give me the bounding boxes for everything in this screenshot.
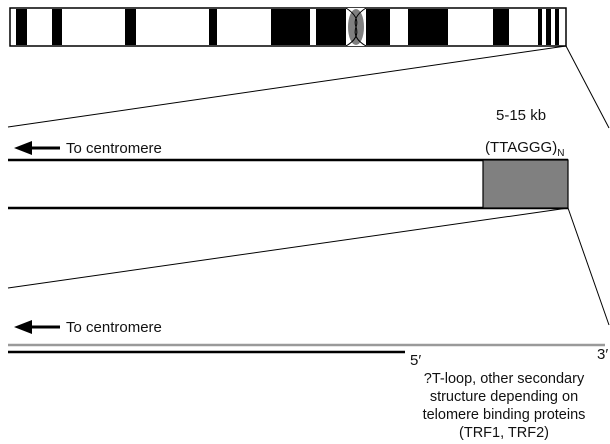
to-centromere-label-bottom: To centromere: [66, 319, 162, 336]
repeat-sequence: (TTAGGG): [485, 139, 558, 156]
three-prime-label: 3′: [597, 346, 609, 363]
chromosome-band: [16, 9, 27, 45]
chromosome-band: [538, 9, 542, 45]
ttaggg-repeat-block: [482, 159, 569, 209]
chromosome-band: [125, 9, 136, 45]
chromosome-band: [209, 9, 217, 45]
chromosome-band: [408, 9, 448, 45]
caption-line: structure depending on: [429, 389, 579, 405]
zoom-line: [7, 207, 569, 289]
arrow-head-icon: [14, 320, 32, 334]
arrow-head-icon: [14, 141, 32, 155]
chromosome-ideogram: [9, 7, 567, 47]
zoom-line: [567, 207, 610, 326]
zoom-line: [565, 45, 610, 129]
repeat-subscript: N: [557, 148, 565, 159]
chromosome-end-panel: [8, 141, 569, 210]
chromosome-band: [271, 9, 310, 45]
telomere-end-panel: [8, 320, 605, 354]
chromosome-band: [52, 9, 62, 45]
size-label: 5-15 kb: [496, 107, 547, 124]
t-loop-caption: ?T-loop, other secondary structure depen…: [398, 370, 610, 442]
chromosome-band: [555, 9, 559, 45]
chromosome-band: [366, 9, 390, 45]
to-centromere-label-top: To centromere: [66, 140, 162, 157]
chromosome-band: [493, 9, 509, 45]
caption-line: (TRF1, TRF2): [459, 425, 549, 441]
five-prime-label: 5′: [410, 352, 422, 369]
repeat-label: (TTAGGG)N: [485, 139, 564, 162]
caption-line: telomere binding proteins: [422, 407, 586, 423]
zoom-line: [7, 45, 567, 128]
chromosome-band: [316, 9, 346, 45]
chromosome-band: [546, 9, 551, 45]
caption-line: ?T-loop, other secondary: [423, 371, 585, 387]
